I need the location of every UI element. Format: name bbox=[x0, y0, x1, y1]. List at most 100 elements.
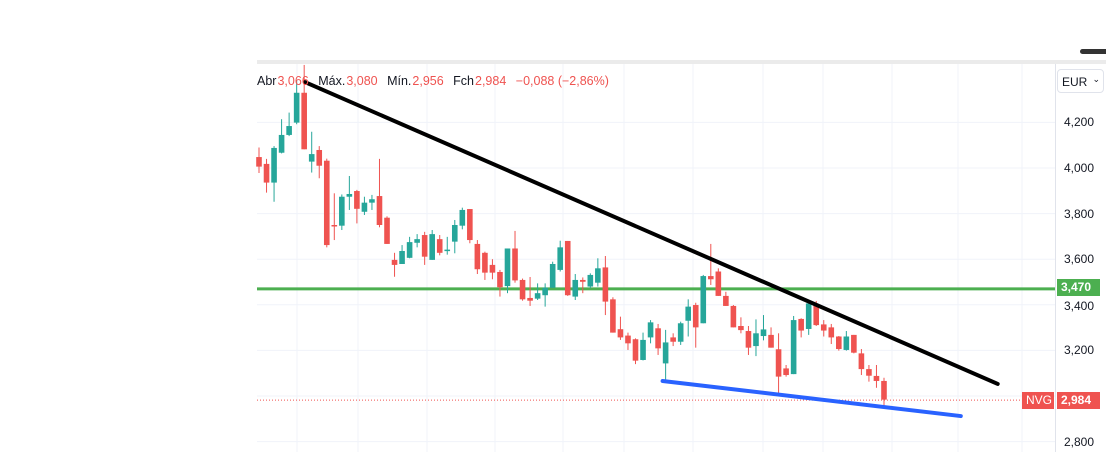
candle bbox=[489, 259, 496, 280]
candle bbox=[768, 327, 774, 348]
candle bbox=[421, 231, 428, 265]
candle bbox=[836, 336, 842, 351]
toolbar-edge bbox=[1080, 49, 1106, 54]
candle bbox=[361, 196, 368, 215]
candle-body bbox=[775, 349, 782, 377]
candle bbox=[670, 333, 676, 347]
candle bbox=[790, 315, 797, 375]
price-tick-label: 3,600 bbox=[1064, 252, 1095, 267]
candle-body bbox=[843, 336, 850, 350]
candle bbox=[617, 316, 624, 340]
candle-body bbox=[542, 287, 548, 296]
candle bbox=[692, 302, 699, 348]
candle-body bbox=[625, 335, 631, 344]
candle-body bbox=[323, 160, 330, 246]
candle bbox=[444, 236, 451, 255]
candle-body bbox=[361, 202, 368, 212]
candle-body bbox=[519, 279, 526, 300]
candle bbox=[301, 64, 307, 150]
horizontal-lines bbox=[257, 287, 1055, 401]
candle-body bbox=[700, 276, 707, 324]
candle bbox=[708, 243, 714, 285]
support-trend-line bbox=[660, 378, 963, 419]
candle-body bbox=[881, 380, 887, 400]
candle bbox=[286, 112, 292, 137]
candle bbox=[783, 364, 789, 377]
candle bbox=[534, 283, 541, 301]
candle-body bbox=[346, 193, 353, 197]
candle bbox=[376, 158, 383, 228]
candle-body bbox=[293, 92, 300, 123]
candle-body bbox=[316, 149, 323, 166]
candle-body bbox=[451, 225, 458, 242]
candle bbox=[640, 332, 646, 361]
candle bbox=[723, 291, 729, 306]
candle bbox=[662, 329, 669, 381]
candle-body bbox=[708, 276, 714, 280]
price-tick-label: 3,200 bbox=[1064, 343, 1095, 358]
candle bbox=[308, 131, 315, 173]
candle-body bbox=[263, 163, 270, 183]
candle bbox=[293, 79, 300, 125]
candle-body bbox=[655, 328, 661, 349]
candle bbox=[625, 332, 631, 350]
candle-body bbox=[783, 368, 789, 376]
candle-body bbox=[436, 239, 443, 253]
resistance-trend-line bbox=[302, 80, 1000, 386]
candle bbox=[798, 318, 804, 338]
candle-body bbox=[406, 242, 413, 258]
candle bbox=[610, 297, 616, 333]
candle-body bbox=[677, 323, 684, 342]
high-label: Máx. bbox=[318, 74, 346, 88]
candle-body bbox=[692, 305, 699, 328]
candle bbox=[391, 252, 398, 277]
candle bbox=[805, 302, 812, 335]
candle bbox=[339, 194, 345, 231]
price-tick-label: 3,800 bbox=[1064, 206, 1095, 221]
close-label: Fch bbox=[453, 74, 474, 88]
candle-body bbox=[308, 154, 315, 162]
candle-body bbox=[549, 263, 556, 288]
candle bbox=[331, 193, 338, 241]
candle-body bbox=[745, 331, 752, 348]
candle-body bbox=[421, 235, 428, 257]
candle-body bbox=[670, 337, 676, 342]
candle-body bbox=[512, 248, 518, 281]
candle-body bbox=[482, 252, 488, 273]
candle bbox=[482, 251, 488, 280]
candle bbox=[451, 219, 458, 254]
candle-body bbox=[474, 243, 481, 270]
candle bbox=[579, 277, 586, 294]
candle-body bbox=[828, 327, 835, 338]
candle bbox=[632, 338, 639, 365]
candle bbox=[354, 189, 360, 224]
candle-body bbox=[557, 247, 563, 270]
candle-body bbox=[602, 267, 609, 302]
candle bbox=[512, 230, 518, 283]
candle-body bbox=[459, 209, 466, 226]
candle-body bbox=[572, 279, 579, 297]
candle bbox=[346, 175, 353, 210]
candle-body bbox=[301, 92, 307, 150]
candle bbox=[263, 158, 270, 193]
candle bbox=[760, 315, 767, 341]
candle-body bbox=[851, 334, 857, 353]
candle-body bbox=[768, 334, 774, 348]
price-tick-label: 3,400 bbox=[1064, 299, 1095, 313]
candle-body bbox=[391, 259, 398, 265]
candle-body bbox=[384, 217, 390, 244]
candle bbox=[542, 283, 548, 307]
candle-body bbox=[444, 249, 451, 252]
candle bbox=[406, 236, 413, 259]
candle bbox=[436, 235, 443, 256]
candle bbox=[399, 245, 405, 264]
candle-body bbox=[858, 353, 865, 370]
candle bbox=[587, 273, 594, 289]
horizontal-line-price-badge: 3,470 bbox=[1057, 279, 1100, 296]
candle bbox=[820, 320, 827, 337]
currency-selector[interactable]: EUR ⌄ bbox=[1057, 69, 1104, 93]
candle-body bbox=[813, 305, 820, 326]
candle bbox=[549, 261, 556, 288]
candle bbox=[700, 274, 707, 324]
